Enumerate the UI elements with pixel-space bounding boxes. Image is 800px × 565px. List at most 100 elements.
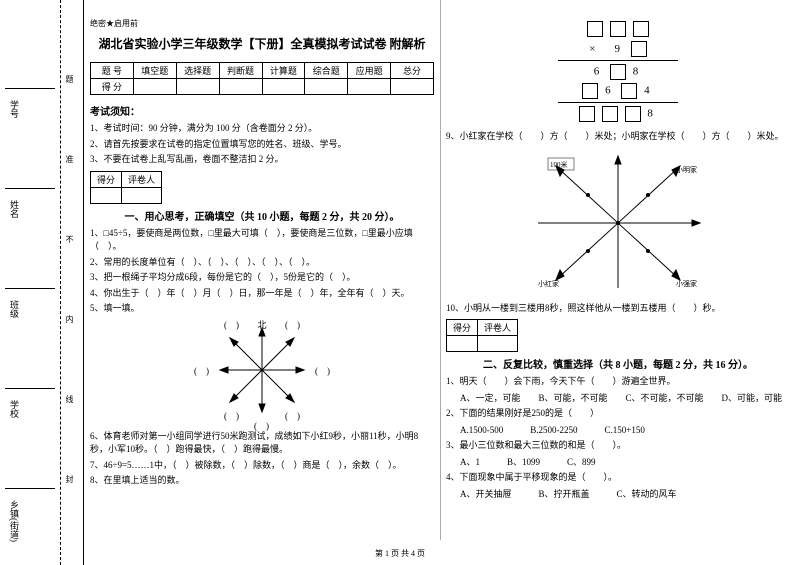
score-cell (348, 79, 391, 95)
right-column: × 9 6 8 6 4 8 9、小红家在学校（ ）方（ ）米处；小明家在学校（ … (446, 18, 790, 501)
mult-digit: 8 (633, 66, 643, 78)
score-head: 计算题 (262, 63, 305, 79)
paren: ( ) (285, 318, 300, 331)
cut-label: 内 (64, 315, 75, 323)
section1-heading: 一、用心思考，正确填空（共 10 小题，每题 2 分，共 20 分）。 (90, 208, 434, 223)
binding-line (5, 88, 55, 89)
mc-question-3: 3、最小三位数和最大三位数的和是（ ）。 (446, 439, 790, 453)
mark-col: 得分 (91, 171, 122, 187)
mult-row: 8 (548, 106, 688, 122)
binding-line (5, 288, 55, 289)
notice-heading: 考试须知： (90, 103, 434, 118)
binding-label: 学号 (8, 100, 21, 118)
score-head: 题 号 (91, 63, 134, 79)
notice-item: 3、不要在试卷上乱写乱画，卷面不整洁扣 2 分。 (90, 153, 434, 167)
score-cell (391, 79, 434, 95)
north-label: 北 (257, 318, 266, 331)
cut-label: 不 (64, 235, 75, 243)
paren: ( ) (315, 364, 330, 377)
diagram-label-sw: 小红家 (538, 279, 559, 288)
binding-line (5, 388, 55, 389)
digit-box (602, 106, 618, 122)
score-table: 题 号 填空题 选择题 判断题 计算题 综合题 应用题 总分 得 分 (90, 62, 434, 95)
exam-title: 湖北省实验小学三年级数学【下册】全真模拟考试试卷 附解析 (90, 35, 434, 52)
multiplication-block: × 9 6 8 6 4 8 (548, 21, 688, 122)
question-3: 3、把一根绳子平均分成6段，每份是它的（ ），5份是它的（ ）。 (90, 271, 434, 285)
mark-cell (91, 187, 122, 203)
compass-diagram: 北 ( ) ( ) ( ) ( ) ( ) ( ) ( ) (212, 320, 312, 420)
digit-box (610, 64, 626, 80)
notice-item: 2、请首先按要求在试卷的指定位置填写您的姓名、班级、学号。 (90, 138, 434, 152)
page-footer: 第 1 页 共 4 页 (0, 548, 800, 559)
score-cell (219, 79, 262, 95)
diagram-label-se: 小强家 (676, 279, 697, 288)
mult-row: 6 8 (548, 64, 688, 80)
secret-label: 绝密★启用前 (90, 18, 434, 29)
diagram-label-100m: 100米 (550, 160, 568, 169)
direction-diagram: 100米 小明家 小红家 小强家 (518, 148, 718, 298)
digit-box (610, 21, 626, 37)
paren: ( ) (254, 419, 269, 432)
mc-options-4: A、开关抽屉 B、拧开瓶盖 C、转动的风车 (446, 487, 790, 501)
digit-box (633, 21, 649, 37)
digit-box (631, 41, 647, 57)
mult-digit: 6 (594, 66, 604, 78)
question-6: 6、体育老师对第一小组同学进行50米跑测试，成绩如下小红9秒，小丽11秒，小明8… (90, 430, 434, 457)
mc-options-3: A、1 B、1099 C、899 (446, 455, 790, 469)
cut-label: 准 (64, 155, 75, 163)
digit-box (625, 106, 641, 122)
mc-question-1: 1、明天（ ）会下雨，今天下午（ ）游遍全世界。 (446, 375, 790, 389)
score-head: 总分 (391, 63, 434, 79)
mult-line (558, 102, 678, 103)
question-2: 2、常用的长度单位有（ ）、（ ）、（ ）、（ ）、（ ）。 (90, 256, 434, 270)
question-1: 1、□45÷5，要使商是两位数，□里最大可填（ ），要使商是三位数，□里最小应填… (90, 227, 434, 254)
section2-heading: 二、反复比较，慎重选择（共 8 小题，每题 2 分，共 16 分）。 (446, 356, 790, 371)
mc-options-2: A.1500-500 B.2500-2250 C.150+150 (446, 423, 790, 437)
binding-label: 乡镇(街道) (8, 500, 21, 542)
binding-margin: 乡镇(街道) 学校 班级 姓名 学号 封 线 内 不 准 题 (0, 0, 84, 565)
compass-svg (212, 320, 312, 420)
mark-cell (122, 187, 162, 203)
paren: ( ) (285, 409, 300, 422)
cut-label: 封 (64, 475, 75, 483)
question-4: 4、你出生于（ ）年（ ）月（ ）日，那一年是（ ）年，全年有（ ）天。 (90, 287, 434, 301)
score-row: 得 分 (91, 79, 134, 95)
mark-table: 得分评卷人 (90, 171, 162, 204)
question-9: 9、小红家在学校（ ）方（ ）米处；小明家在学校（ ）方（ ）米处。 (446, 130, 790, 144)
mc-options-1: A、一定，可能 B、可能，不可能 C、不可能，不可能 D、可能，可能 (446, 391, 790, 405)
mult-digit: 6 (605, 85, 615, 97)
question-7: 7、46÷9=5……1中，（ ）被除数，（ ）除数，（ ）商是（ ），余数（ ）… (90, 459, 434, 473)
cut-label: 线 (64, 395, 75, 403)
binding-label: 姓名 (8, 200, 21, 218)
mark-col: 评卷人 (122, 171, 162, 187)
score-head: 判断题 (219, 63, 262, 79)
binding-label: 学校 (8, 400, 21, 418)
score-head: 填空题 (133, 63, 176, 79)
mult-digit: 9 (614, 43, 624, 55)
digit-box (582, 83, 598, 99)
score-cell (176, 79, 219, 95)
mult-sign: × (589, 43, 599, 55)
score-head: 选择题 (176, 63, 219, 79)
mc-question-4: 4、下面现象中属于平移现象的是（ ）。 (446, 471, 790, 485)
mark-cell (447, 336, 478, 352)
score-head: 应用题 (348, 63, 391, 79)
paren: ( ) (224, 409, 239, 422)
diagram-label-ne: 小明家 (676, 165, 697, 174)
score-cell (305, 79, 348, 95)
mark-table2: 得分评卷人 (446, 319, 518, 352)
paren: ( ) (194, 364, 209, 377)
binding-label: 班级 (8, 300, 21, 318)
notice-item: 1、考试时间：90 分钟，满分为 100 分（含卷面分 2 分）。 (90, 122, 434, 136)
cut-line (60, 0, 61, 565)
mult-row (548, 21, 688, 37)
mult-digit: 4 (644, 85, 654, 97)
paren: ( ) (224, 318, 239, 331)
score-cell (133, 79, 176, 95)
cut-label: 题 (64, 75, 75, 83)
mult-digit: 8 (647, 108, 657, 120)
mark-col: 得分 (447, 320, 478, 336)
binding-line (5, 488, 55, 489)
question-10: 10、小明从一楼到三楼用8秒，照这样他从一楼到五楼用（ ）秒。 (446, 302, 790, 316)
digit-box (579, 106, 595, 122)
